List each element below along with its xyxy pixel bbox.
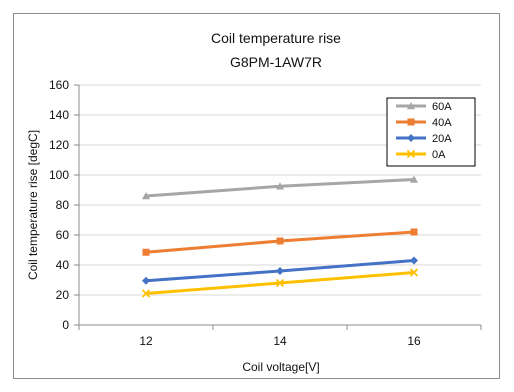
legend-box [387, 98, 475, 166]
y-tick-label: 0 [62, 318, 69, 332]
y-tick-label: 140 [49, 108, 69, 122]
data-point [276, 267, 284, 275]
legend-label: 60A [432, 101, 452, 113]
y-tick-label: 120 [49, 138, 69, 152]
chart-subtitle: G8PM-1AW7R [230, 54, 322, 70]
data-point [410, 257, 418, 265]
legend: 60A 40A 20A 0A [387, 98, 475, 166]
legend-label: 40A [432, 117, 452, 129]
data-point [411, 229, 418, 236]
y-tick-label: 60 [56, 228, 70, 242]
series-60A [142, 176, 418, 200]
y-tick-label: 20 [56, 288, 70, 302]
x-tick-label: 12 [139, 334, 153, 348]
series-40A [143, 229, 418, 256]
chart-title: Coil temperature rise [211, 30, 341, 46]
y-tick-label: 80 [56, 198, 70, 212]
tick-labels: 0 20 40 60 80 100 120 140 160 12 14 16 [49, 78, 421, 348]
series-20A [142, 257, 418, 285]
data-point [143, 249, 150, 256]
y-axis-label: Coil temperature rise [degC] [26, 130, 40, 280]
legend-label: 0A [432, 149, 446, 161]
y-tick-label: 40 [56, 258, 70, 272]
series-group [142, 176, 418, 298]
legend-label: 20A [432, 133, 452, 145]
x-axis-label: Coil voltage[V] [242, 360, 319, 374]
y-tick-label: 160 [49, 78, 69, 92]
data-point [142, 277, 150, 285]
data-point [277, 238, 284, 245]
y-tick-label: 100 [49, 168, 69, 182]
x-tick-label: 16 [407, 334, 421, 348]
legend-marker [408, 119, 415, 126]
x-tick-label: 14 [273, 334, 287, 348]
